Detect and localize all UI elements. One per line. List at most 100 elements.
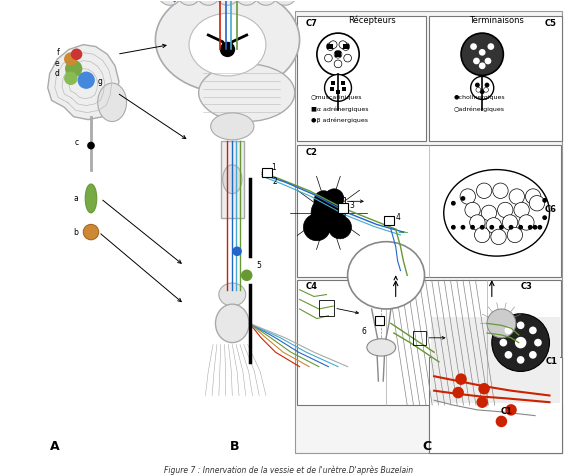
Circle shape xyxy=(158,0,181,5)
Text: C4: C4 xyxy=(305,282,317,291)
Circle shape xyxy=(451,201,456,206)
Bar xyxy=(295,11,562,453)
Circle shape xyxy=(484,83,490,87)
Circle shape xyxy=(481,205,497,220)
Circle shape xyxy=(303,214,331,241)
Circle shape xyxy=(518,225,523,230)
Circle shape xyxy=(64,52,77,66)
Circle shape xyxy=(487,309,516,338)
Circle shape xyxy=(470,76,494,99)
Bar xyxy=(429,357,562,453)
Bar xyxy=(342,87,346,91)
Bar xyxy=(336,90,340,94)
Ellipse shape xyxy=(155,0,299,93)
Circle shape xyxy=(509,225,513,230)
Text: e: e xyxy=(55,59,60,68)
Bar xyxy=(341,81,344,85)
Circle shape xyxy=(334,50,342,58)
Bar xyxy=(413,331,427,344)
Text: Figure 7 : Innervation de la vessie et de l'urètre.D'après Buzelain: Figure 7 : Innervation de la vessie et d… xyxy=(164,466,414,475)
Text: Terminaisons: Terminaisons xyxy=(469,16,524,25)
Circle shape xyxy=(518,215,534,230)
Bar xyxy=(429,405,562,453)
Circle shape xyxy=(177,0,201,5)
Text: f: f xyxy=(57,48,60,57)
Circle shape xyxy=(502,215,518,230)
Ellipse shape xyxy=(98,83,127,122)
Text: 4: 4 xyxy=(396,213,401,222)
Ellipse shape xyxy=(85,184,97,213)
Circle shape xyxy=(273,0,297,5)
Text: ●β adrénergiques: ●β adrénergiques xyxy=(311,118,368,124)
Circle shape xyxy=(325,54,332,62)
Circle shape xyxy=(87,142,95,150)
Bar xyxy=(335,197,344,206)
Ellipse shape xyxy=(210,113,254,140)
Circle shape xyxy=(342,43,350,50)
Circle shape xyxy=(499,225,504,230)
Circle shape xyxy=(493,183,508,199)
Circle shape xyxy=(525,189,541,204)
Text: C3: C3 xyxy=(521,282,532,291)
Circle shape xyxy=(505,404,517,416)
Circle shape xyxy=(461,225,465,230)
Text: C2: C2 xyxy=(305,148,317,157)
Circle shape xyxy=(455,373,467,385)
Ellipse shape xyxy=(219,283,246,306)
Text: C1: C1 xyxy=(500,408,512,416)
Circle shape xyxy=(65,60,82,77)
Circle shape xyxy=(470,225,475,230)
Circle shape xyxy=(490,225,494,230)
Circle shape xyxy=(480,225,484,230)
Bar xyxy=(262,168,272,177)
Ellipse shape xyxy=(189,13,266,76)
Text: 1: 1 xyxy=(271,163,276,172)
Circle shape xyxy=(473,57,480,64)
Circle shape xyxy=(534,339,542,346)
Ellipse shape xyxy=(367,339,396,356)
Circle shape xyxy=(317,33,359,76)
Text: A: A xyxy=(50,440,60,453)
Circle shape xyxy=(476,183,492,199)
Circle shape xyxy=(505,351,512,359)
Ellipse shape xyxy=(199,64,295,122)
Circle shape xyxy=(83,224,99,240)
Circle shape xyxy=(232,247,242,256)
Circle shape xyxy=(479,62,486,69)
Circle shape xyxy=(528,225,533,230)
Bar xyxy=(331,87,334,91)
Circle shape xyxy=(339,41,347,48)
Circle shape xyxy=(529,196,544,211)
Circle shape xyxy=(487,43,494,50)
Circle shape xyxy=(470,215,485,230)
Circle shape xyxy=(453,387,464,399)
Circle shape xyxy=(241,269,253,281)
Text: 3: 3 xyxy=(350,200,354,209)
Circle shape xyxy=(329,41,337,48)
Text: a: a xyxy=(74,194,79,203)
Bar xyxy=(297,16,427,141)
Circle shape xyxy=(470,43,477,50)
Circle shape xyxy=(533,225,538,230)
Circle shape xyxy=(515,337,527,348)
Text: ○adrénergiques: ○adrénergiques xyxy=(453,106,505,112)
Circle shape xyxy=(475,83,480,87)
Circle shape xyxy=(517,356,524,364)
Circle shape xyxy=(325,189,344,208)
Circle shape xyxy=(476,397,488,408)
Text: ■α adrénergiques: ■α adrénergiques xyxy=(311,106,369,112)
Circle shape xyxy=(479,383,490,395)
Bar xyxy=(431,317,560,403)
Bar xyxy=(319,300,334,316)
Text: Récepteurs: Récepteurs xyxy=(348,16,395,25)
Circle shape xyxy=(509,189,524,204)
Circle shape xyxy=(451,225,456,230)
Text: g: g xyxy=(98,76,103,86)
Bar xyxy=(297,280,561,405)
Text: d: d xyxy=(54,69,60,78)
Circle shape xyxy=(542,215,547,220)
Text: 5: 5 xyxy=(256,261,261,270)
Circle shape xyxy=(475,227,490,243)
Polygon shape xyxy=(48,45,119,120)
Circle shape xyxy=(538,225,542,230)
